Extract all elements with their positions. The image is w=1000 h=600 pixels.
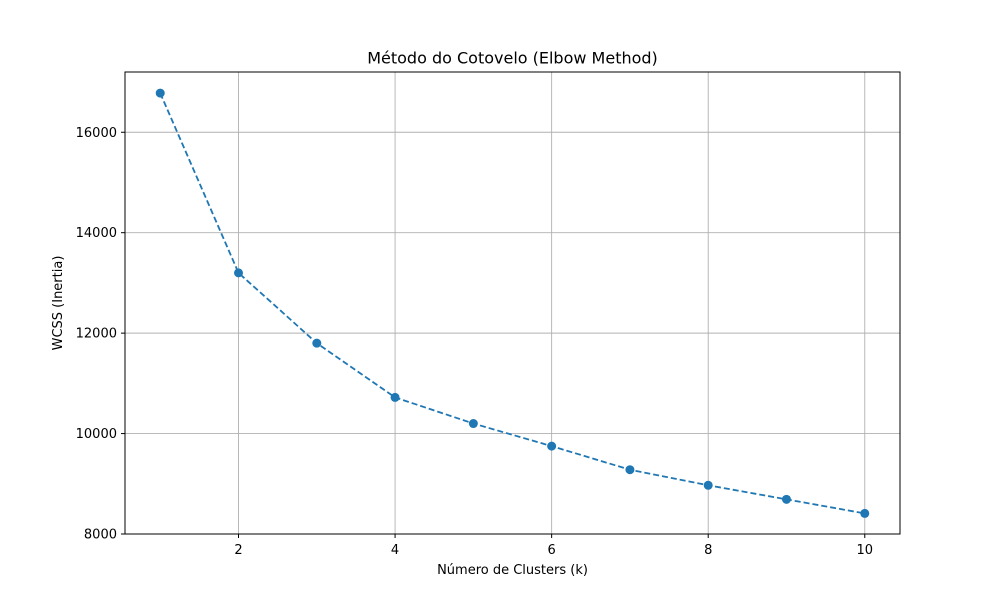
y-axis-label: WCSS (Inertia) — [51, 256, 66, 351]
x-tick-label: 8 — [704, 543, 712, 558]
data-point — [547, 441, 557, 451]
x-tick-label: 4 — [391, 543, 399, 558]
x-tick-label: 10 — [856, 543, 873, 558]
data-point — [860, 508, 870, 518]
y-tick-label: 16000 — [76, 126, 117, 141]
x-axis-label: Número de Clusters (k) — [437, 563, 588, 578]
x-tick-label: 2 — [234, 543, 242, 558]
y-tick-label: 14000 — [76, 226, 117, 241]
data-point — [781, 494, 791, 504]
y-tick-label: 12000 — [76, 327, 117, 342]
series-line — [159, 92, 865, 515]
y-tick-label: 8000 — [84, 528, 117, 543]
data-point — [155, 88, 165, 98]
data-point — [468, 419, 478, 429]
chart-title: Método do Cotovelo (Elbow Method) — [367, 49, 658, 68]
data-point — [312, 338, 322, 348]
x-tick-label: 6 — [548, 543, 556, 558]
data-point — [234, 268, 244, 278]
y-tick-label: 10000 — [76, 427, 117, 442]
data-point — [390, 392, 400, 402]
plot-frame — [124, 71, 901, 535]
series-layer — [155, 88, 870, 518]
ticks: 2 4 6 8 10 8000 10000 12000 14000 16000 — [76, 126, 873, 558]
data-point — [703, 480, 713, 490]
data-point — [625, 465, 635, 475]
